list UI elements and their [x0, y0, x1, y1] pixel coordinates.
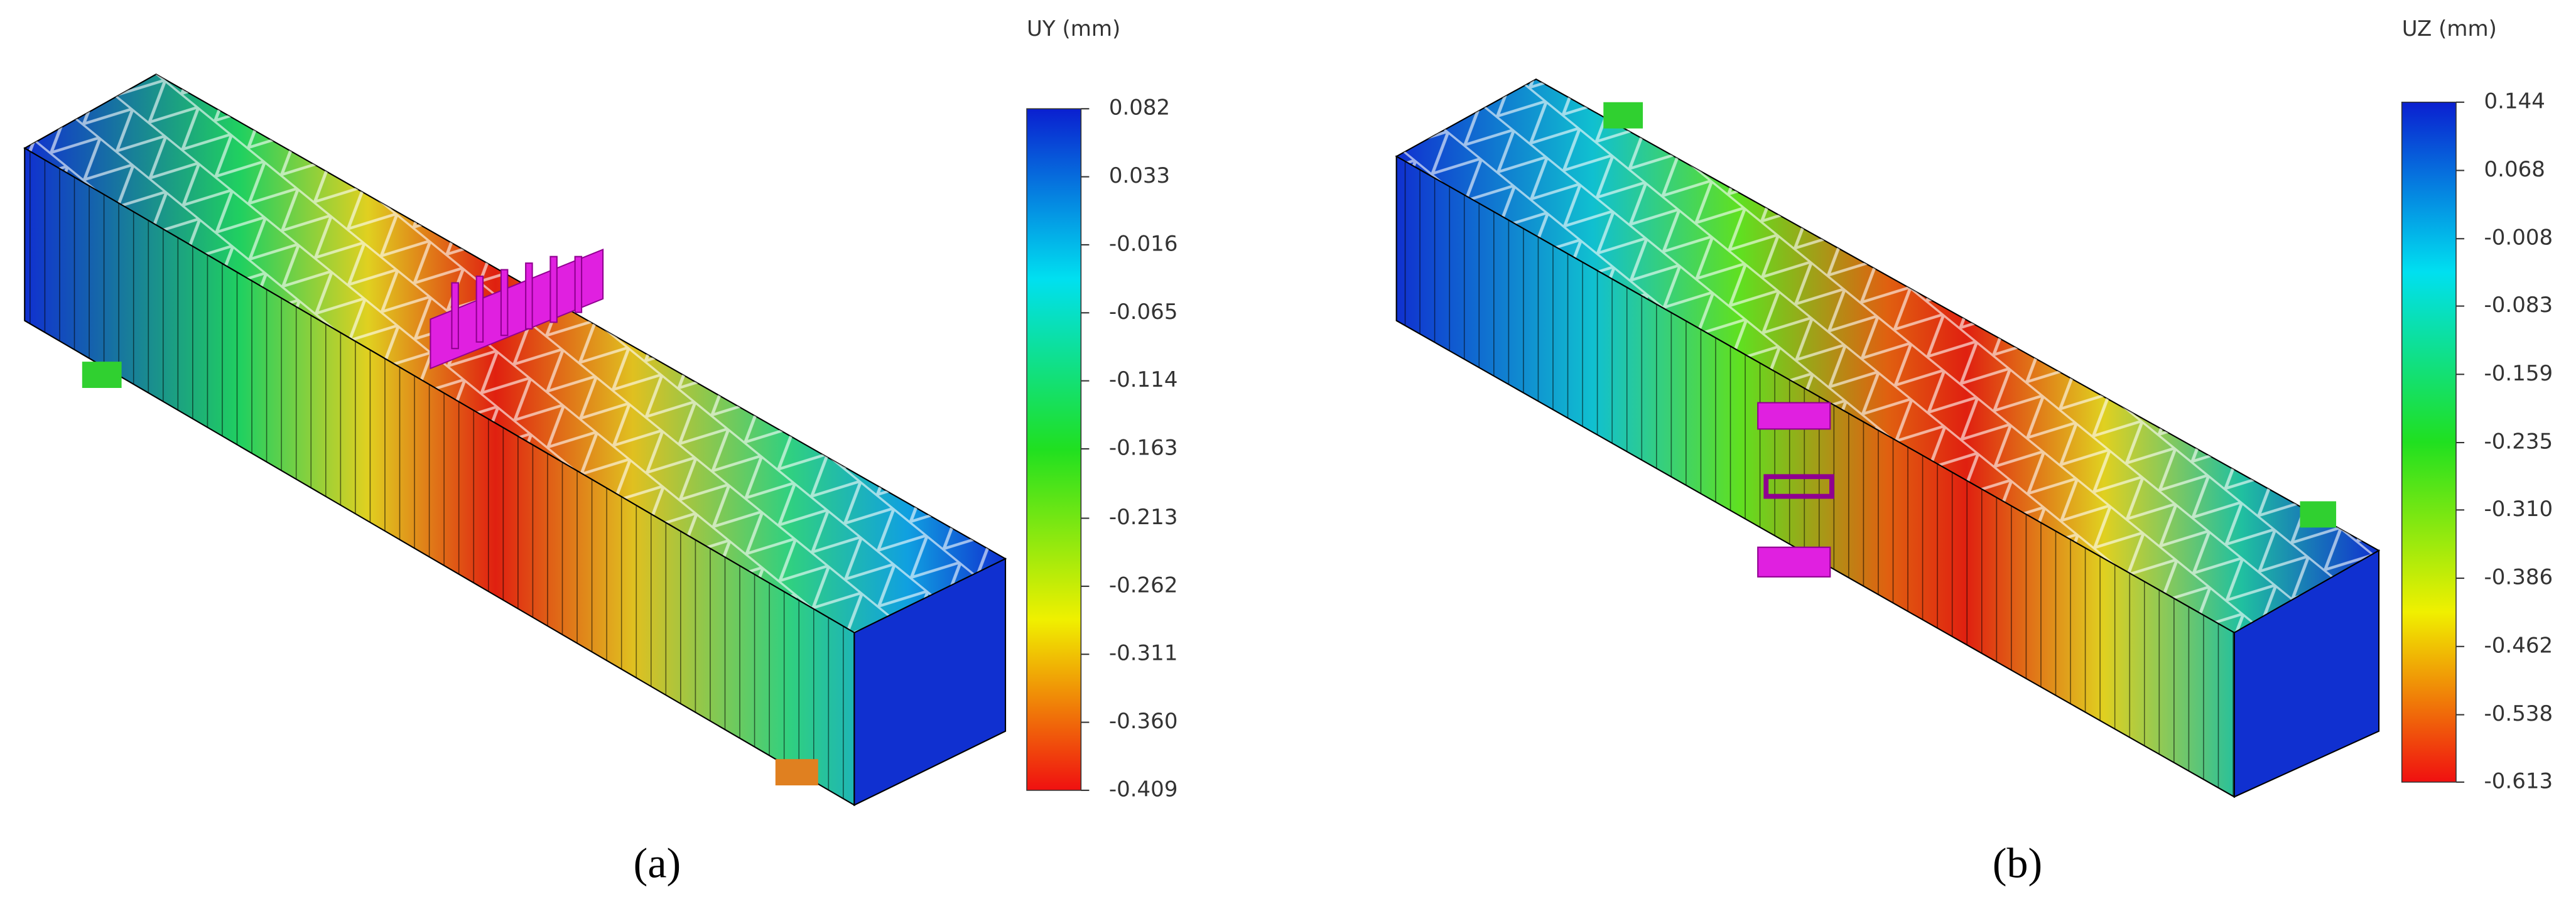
- tick-label: -0.065: [1109, 299, 1178, 325]
- tick-label: -0.262: [1109, 573, 1178, 598]
- tick-label: -0.235: [2484, 429, 2553, 455]
- beam-model: [23, 73, 1007, 807]
- colorbar-title: UZ (mm): [2402, 16, 2497, 41]
- tick-label: -0.538: [2484, 701, 2553, 726]
- tick-label: -0.159: [2484, 361, 2553, 386]
- colorbar-title: UY (mm): [1027, 16, 1120, 41]
- tick-label: -0.613: [2484, 768, 2553, 794]
- caption: (b): [1993, 839, 2042, 886]
- colorbar: [1026, 108, 1082, 791]
- tick-label: 0.068: [2484, 157, 2545, 182]
- beam-model: [1395, 78, 2381, 799]
- tick-label: -0.163: [1109, 435, 1178, 460]
- tick-label: -0.213: [1109, 505, 1178, 530]
- tick-label: -0.409: [1109, 777, 1178, 802]
- tick-label: 0.082: [1109, 95, 1170, 121]
- tick-label: -0.462: [2484, 633, 2553, 658]
- caption: (a): [634, 839, 681, 886]
- tick-label: -0.114: [1109, 367, 1178, 392]
- tick-label: -0.360: [1109, 709, 1178, 734]
- tick-label: -0.386: [2484, 565, 2553, 590]
- tick-label: -0.311: [1109, 641, 1178, 666]
- tick-label: -0.016: [1109, 231, 1178, 256]
- tick-label: -0.083: [2484, 293, 2553, 318]
- colorbar: [2401, 101, 2457, 783]
- tick-label: 0.033: [1109, 163, 1170, 188]
- tick-label: -0.310: [2484, 497, 2553, 522]
- tick-label: 0.144: [2484, 89, 2545, 114]
- tick-label: -0.008: [2484, 225, 2553, 250]
